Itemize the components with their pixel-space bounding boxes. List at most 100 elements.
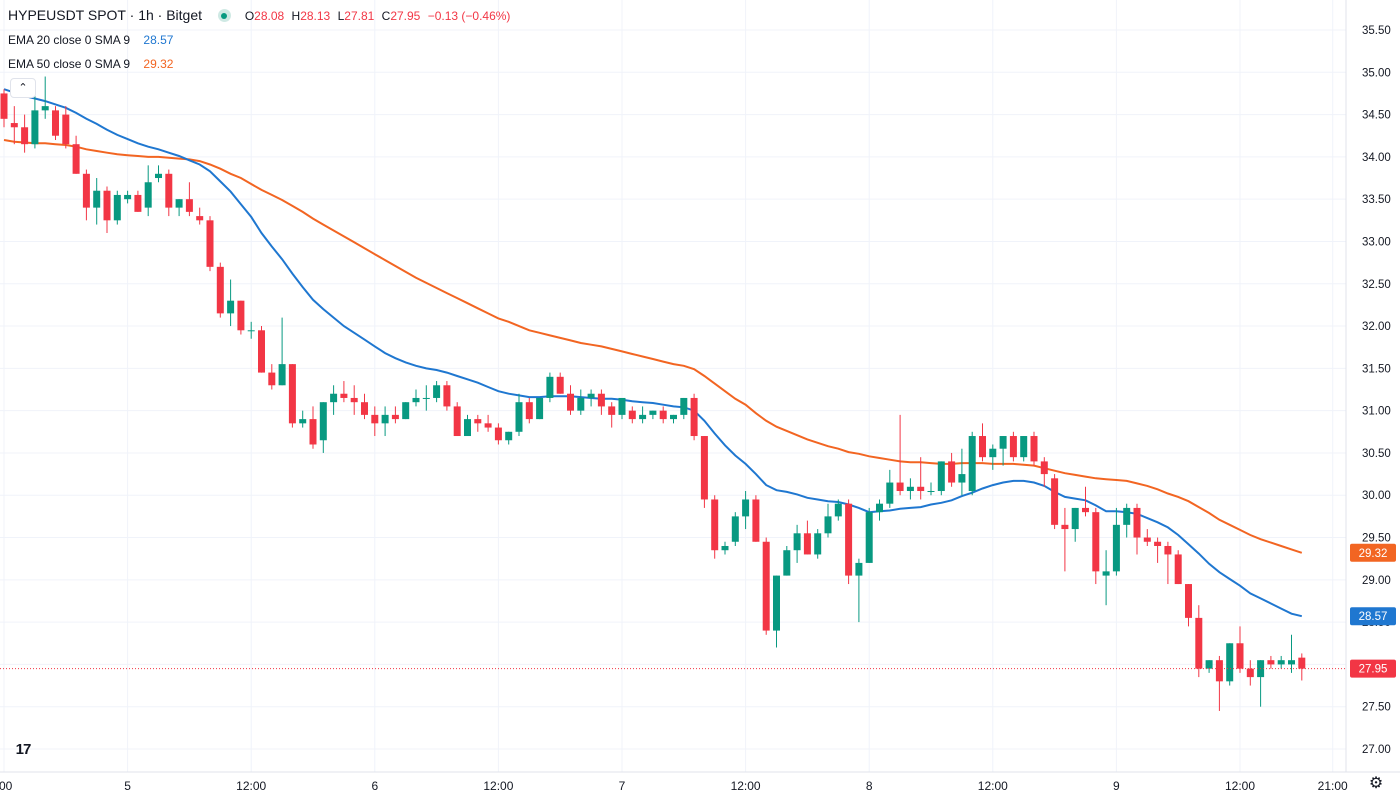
y-tick-label: 34.00 <box>1362 152 1391 164</box>
symbol-label[interactable]: HYPEUSDT SPOT <box>8 7 126 23</box>
candle-body <box>1277 660 1285 665</box>
candle-body <box>268 372 276 386</box>
svg-text:28.57: 28.57 <box>1359 611 1388 623</box>
candle <box>247 321 255 339</box>
candle <box>453 402 461 437</box>
x-tick-label: 9 <box>1113 779 1120 793</box>
ema50-legend[interactable]: EMA 50 close 0 SMA 9 29.32 <box>8 57 173 71</box>
interval-label[interactable]: · 1h · <box>129 7 163 23</box>
candle <box>433 381 441 403</box>
candle <box>567 385 574 415</box>
candle <box>556 372 564 394</box>
candle <box>1112 507 1120 576</box>
candle-body <box>1288 660 1295 665</box>
high-value: 28.13 <box>300 9 331 23</box>
candle-body <box>474 419 482 424</box>
candle-body <box>41 106 49 111</box>
candle <box>1123 503 1131 538</box>
candle <box>1277 655 1285 669</box>
y-tick-label: 29.50 <box>1362 533 1391 545</box>
candle-body <box>1009 436 1017 458</box>
candle <box>783 545 791 576</box>
x-tick-label: 6 <box>371 779 378 793</box>
candle-body <box>361 402 368 415</box>
candle <box>711 495 719 559</box>
candle <box>773 575 780 648</box>
candle <box>577 389 585 415</box>
candle-body <box>227 300 235 314</box>
candle <box>113 190 121 225</box>
candle-body <box>1030 436 1038 462</box>
candle-body <box>412 397 420 403</box>
candle-body <box>155 173 162 179</box>
candle-body <box>989 448 997 458</box>
candle <box>206 216 214 272</box>
candle-body <box>937 461 945 492</box>
candle-body <box>196 216 204 221</box>
ema20-value: 28.57 <box>143 33 174 47</box>
candle <box>834 499 842 521</box>
candle <box>700 436 708 508</box>
candle-body <box>803 533 811 555</box>
candle-body <box>876 503 883 513</box>
candle-body <box>525 402 533 420</box>
candle <box>165 169 173 217</box>
candle <box>824 503 832 538</box>
candle-body <box>433 385 441 398</box>
change-value: −0.13 (−0.46%) <box>427 9 511 23</box>
candle-body <box>670 414 677 420</box>
tradingview-logo[interactable]: 17 <box>15 741 32 758</box>
candle <box>62 106 70 149</box>
x-tick-label: 12:00 <box>978 779 1008 793</box>
candle <box>124 190 132 204</box>
y-tick-label: 33.00 <box>1362 236 1391 248</box>
candle <box>227 279 235 327</box>
candle-body <box>288 364 296 424</box>
candle <box>443 381 451 411</box>
candle-body <box>165 173 173 208</box>
candle-body <box>731 516 739 542</box>
ema50-line <box>3 139 1303 554</box>
candle-body <box>258 330 265 373</box>
candle <box>927 482 935 496</box>
y-tick-label: 31.50 <box>1362 363 1391 375</box>
candle-body <box>0 93 8 119</box>
price-axis: 27.0027.5028.0028.5029.0029.5030.0030.50… <box>1362 25 1391 756</box>
candle-body <box>505 431 513 441</box>
candle-body <box>1051 478 1059 525</box>
candle <box>721 541 729 555</box>
candle <box>1102 550 1110 606</box>
candle-body <box>124 194 132 200</box>
gear-icon[interactable]: ⚙ <box>1368 775 1384 792</box>
candle-body <box>587 393 595 398</box>
candle <box>1009 431 1017 462</box>
candle <box>1133 503 1141 555</box>
candle-body <box>371 414 379 424</box>
candle <box>670 414 677 424</box>
candle <box>464 414 471 437</box>
candle <box>237 300 245 335</box>
candle <box>968 431 976 496</box>
candle-body <box>1020 436 1028 458</box>
candle-body <box>10 123 18 128</box>
y-tick-label: 30.50 <box>1362 448 1391 460</box>
candle <box>371 406 379 437</box>
candle <box>515 393 523 437</box>
candle-body <box>237 300 245 331</box>
candle <box>1143 529 1151 546</box>
candle <box>288 364 296 428</box>
x-tick-label: 12:00 <box>1225 779 1255 793</box>
candle-body <box>742 499 750 517</box>
candles <box>0 76 1306 711</box>
candle <box>525 397 533 424</box>
candle-body <box>1236 643 1244 669</box>
candle-body <box>494 427 502 441</box>
ema20-legend[interactable]: EMA 20 close 0 SMA 9 28.57 <box>8 33 173 47</box>
candle-body <box>628 410 636 420</box>
candle <box>1267 655 1275 669</box>
candle-body <box>834 503 842 517</box>
candle-body <box>21 127 29 145</box>
candle-body <box>649 410 657 415</box>
collapse-legend-button[interactable]: ⌃ <box>10 78 36 98</box>
